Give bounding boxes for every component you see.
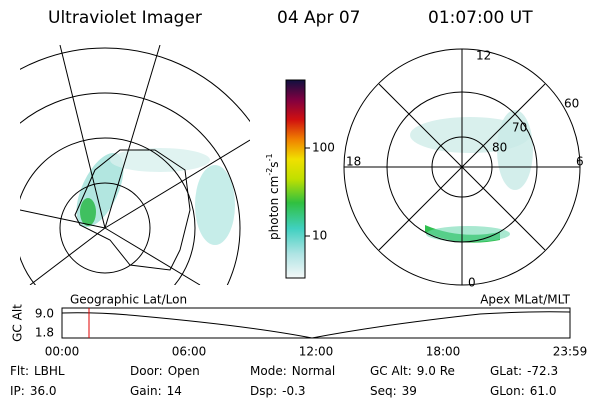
y-tick-label: 9.0 [35,307,54,321]
field-label: Seq: [370,384,397,398]
field-value: 9.0 Re [417,364,455,378]
date: 04 Apr 07 [277,8,360,28]
field: Gain: 14 [130,384,182,398]
field: Flt: LBHL [10,364,65,378]
field-value: 61.0 [530,384,557,398]
field-value: LBHL [34,364,65,378]
exponent: -2 [265,168,274,176]
time: 01:07:00 UT [428,8,533,28]
field-value: 36.0 [30,384,57,398]
field: Dsp: -0.3 [250,384,306,398]
field-label: Door: [130,364,163,378]
field-label: GLon: [490,384,525,398]
field-label: GLat: [490,364,522,378]
lat-label: 70 [512,121,527,135]
timeline-frame [61,307,571,339]
field-label: Dsp: [250,384,277,398]
x-tick-label: 06:00 [172,345,207,359]
field-value: Normal [292,364,335,378]
colorbar-tick: 10 [312,229,327,243]
field: Seq: 39 [370,384,417,398]
mlt-label: 18 [346,155,361,169]
unit: s [267,161,281,167]
field-value: -0.3 [282,384,305,398]
field-label: Gain: [130,384,162,398]
mlt-label: 6 [576,155,584,169]
map-label: Geographic Lat/Lon [70,293,187,307]
field-value: Open [168,364,200,378]
field-value: 39 [402,384,417,398]
title: Ultraviolet Imager [48,8,202,28]
field: GLon: 61.0 [490,384,556,398]
field: GC Alt: 9.0 Re [370,364,455,378]
field: Mode: Normal [250,364,335,378]
field: GLat: -72.3 [490,364,558,378]
exponent: -1 [265,153,274,161]
x-tick-label: 00:00 [45,345,80,359]
mlt-label: 12 [476,49,491,63]
field-label: Mode: [250,364,287,378]
y-tick-label: 1.8 [35,326,54,340]
x-ticks: 00:00 06:00 12:00 18:00 23:59 [45,345,588,359]
field: Door: Open [130,364,200,378]
field-label: Flt: [10,364,29,378]
lat-label: 80 [492,141,507,155]
field-value: -72.3 [527,364,558,378]
left-map [20,45,250,285]
field-label: GC Alt: [370,364,412,378]
right-map [410,110,533,243]
altitude-trace [61,311,571,339]
mlt-label: 0 [468,276,476,290]
colorbar-label: photon cm-2s-1 [265,153,281,240]
y-axis-label: GC Alt [11,304,25,342]
map-label: Apex MLat/MLT [480,293,570,307]
footer: Flt: LBHL IP: 36.0 Door: Open Gain: 14 Mode: Norm… [10,364,558,398]
field: IP: 36.0 [10,384,57,398]
lat-label: 60 [564,97,579,111]
x-tick-label: 12:00 [299,345,334,359]
x-tick-label: 23:59 [553,345,588,359]
colorbar [285,79,306,279]
unit: photon cm [267,176,281,240]
colorbar-tick: 100 [312,141,335,155]
field-value: 14 [167,384,182,398]
field-label: IP: [10,384,25,398]
x-tick-label: 18:00 [426,345,461,359]
